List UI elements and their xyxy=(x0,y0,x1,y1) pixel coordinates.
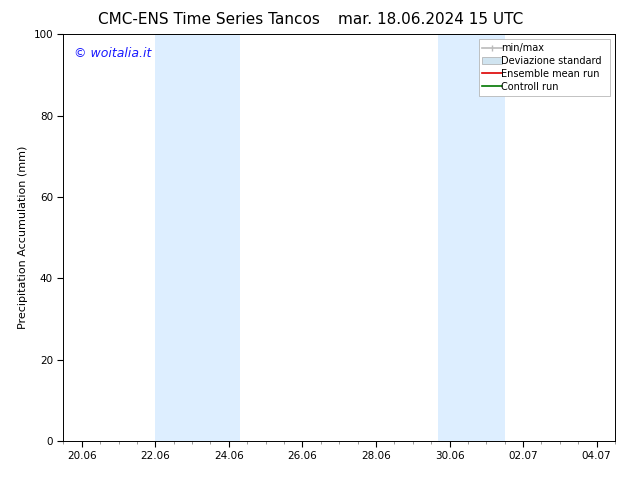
Text: CMC-ENS Time Series Tancos: CMC-ENS Time Series Tancos xyxy=(98,12,320,27)
Y-axis label: Precipitation Accumulation (mm): Precipitation Accumulation (mm) xyxy=(18,146,28,329)
Text: © woitalia.it: © woitalia.it xyxy=(74,47,152,59)
Legend: min/max, Deviazione standard, Ensemble mean run, Controll run: min/max, Deviazione standard, Ensemble m… xyxy=(479,39,610,96)
Bar xyxy=(155,34,240,441)
Bar xyxy=(439,34,505,441)
Text: mar. 18.06.2024 15 UTC: mar. 18.06.2024 15 UTC xyxy=(339,12,524,27)
